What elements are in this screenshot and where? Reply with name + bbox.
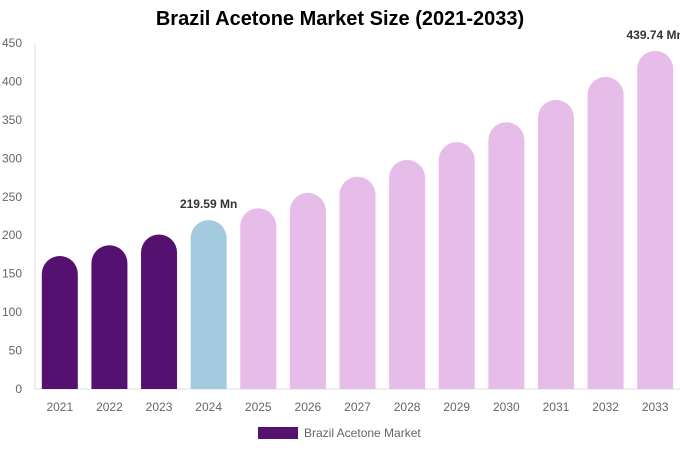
- x-tick-label: 2029: [443, 400, 470, 414]
- x-tick-label: 2027: [344, 400, 371, 414]
- y-tick-label: 100: [2, 305, 22, 319]
- bar-2023: [141, 234, 178, 389]
- chart-title: Brazil Acetone Market Size (2021-2033): [155, 8, 525, 30]
- bar-2032: [587, 76, 624, 389]
- y-tick-label: 0: [15, 382, 22, 396]
- x-tick-label: 2032: [592, 400, 619, 414]
- legend: Brazil Acetone Market: [258, 426, 421, 440]
- legend-swatch: [258, 427, 298, 439]
- y-tick-label: 300: [2, 151, 22, 165]
- bar-2025: [240, 208, 277, 389]
- x-tick-label: 2030: [493, 400, 520, 414]
- x-tick-label: 2028: [394, 400, 421, 414]
- bar-2030: [488, 122, 525, 390]
- legend-label: Brazil Acetone Market: [304, 426, 421, 440]
- bar-2028: [389, 159, 426, 389]
- bar-2026: [289, 192, 326, 389]
- data-label: 219.59 Mn: [180, 197, 237, 211]
- x-tick-label: 2022: [96, 400, 123, 414]
- x-tick-label: 2024: [195, 400, 222, 414]
- bar-2021: [41, 255, 78, 389]
- x-tick-label: 2031: [543, 400, 570, 414]
- x-tick-label: 2026: [295, 400, 322, 414]
- x-tick-label: 2033: [642, 400, 669, 414]
- bar-2024: [190, 220, 227, 389]
- y-tick-label: 400: [2, 74, 22, 88]
- y-tick-label: 350: [2, 113, 22, 127]
- y-tick-label: 250: [2, 190, 22, 204]
- bar-2033: [637, 50, 674, 390]
- x-tick-label: 2021: [46, 400, 73, 414]
- data-label: 439.74 Mn: [627, 28, 680, 42]
- y-tick-label: 150: [2, 267, 22, 281]
- y-tick-label: 450: [2, 36, 22, 50]
- x-tick-label: 2025: [245, 400, 272, 414]
- bar-2031: [537, 99, 574, 390]
- y-tick-label: 50: [9, 344, 23, 358]
- bar-2027: [339, 176, 376, 389]
- bar-2029: [438, 142, 475, 389]
- x-tick-label: 2023: [146, 400, 173, 414]
- bar-2022: [91, 245, 128, 389]
- y-tick-label: 200: [2, 228, 22, 242]
